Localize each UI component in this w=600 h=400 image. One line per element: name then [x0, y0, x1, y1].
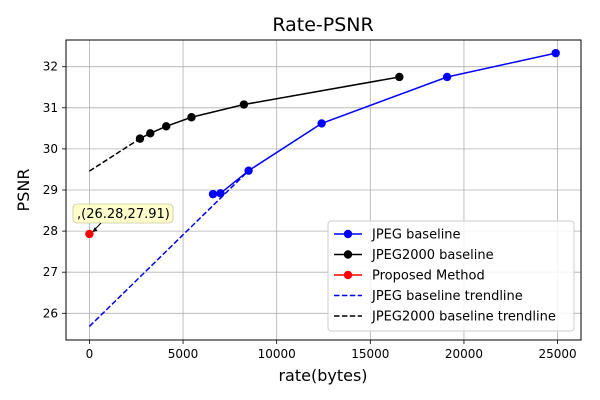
data-point: [161, 122, 171, 131]
data-point: [551, 48, 560, 58]
annotation-arrow-head: [92, 226, 98, 232]
y-tick-label: 28: [43, 224, 58, 238]
legend-entry: JPEG2000 baseline trendline: [334, 310, 556, 325]
series-0: [208, 48, 560, 199]
y-tick-label: 31: [43, 101, 58, 115]
data-point: [317, 119, 326, 128]
series-1: [135, 72, 404, 143]
x-axis-label: rate(bytes): [278, 366, 367, 385]
data-point: [395, 72, 404, 82]
x-tick-label: 0: [86, 347, 94, 361]
chart-title: Rate-PSNR: [272, 14, 373, 36]
legend-label: JPEG baseline trendline: [371, 289, 523, 304]
legend-box: [327, 220, 575, 332]
legend-entry: Proposed Method: [334, 269, 485, 284]
legend: JPEG baseline JPEG2000 baseline Proposed M…: [327, 220, 575, 332]
legend-label: JPEG2000 baseline trendline: [371, 310, 556, 325]
y-tick-label: 29: [43, 183, 58, 197]
data-point: [442, 72, 452, 82]
annotation-text: ,(26.28,27.91): [77, 207, 170, 222]
x-tick-label: 20000: [445, 347, 483, 361]
data-point: [146, 129, 155, 138]
annotation-box: [72, 203, 174, 224]
x-tick-label: 5000: [168, 347, 199, 361]
data-point: [85, 229, 94, 239]
y-tick-label: 27: [43, 265, 58, 279]
y-tick-label: 30: [43, 142, 58, 156]
data-point: [239, 100, 249, 109]
x-tick-label: 10000: [258, 347, 296, 361]
x-tick-label: 15000: [351, 347, 389, 361]
series-4: [89, 137, 141, 172]
ticks: 0 5000 10000 15000 20000 25000 26 27 28 29 30 31 32: [43, 60, 577, 361]
annotation: ,(26.28,27.91): [72, 203, 174, 232]
trendline: [89, 137, 141, 172]
legend-entry: JPEG baseline: [334, 228, 461, 243]
series-layer: [85, 48, 560, 327]
legend-swatch-marker: [343, 270, 353, 280]
legend-label: JPEG2000 baseline: [371, 248, 494, 263]
data-point: [187, 113, 196, 122]
legend-swatch-marker: [343, 229, 353, 239]
data-point: [208, 189, 218, 199]
trendline: [88, 170, 250, 327]
y-tick-label: 26: [43, 306, 58, 320]
y-tick-label: 32: [43, 60, 58, 74]
x-tick-label: 25000: [538, 347, 576, 361]
legend-label: JPEG baseline: [371, 228, 461, 243]
y-axis-label: PSNR: [14, 169, 33, 212]
legend-swatch-marker: [343, 250, 353, 259]
legend-entry: JPEG2000 baseline: [334, 248, 494, 263]
legend-entry: JPEG baseline trendline: [334, 289, 523, 304]
series-2: [85, 229, 94, 239]
series-3: [88, 170, 250, 327]
legend-label: Proposed Method: [372, 269, 485, 284]
